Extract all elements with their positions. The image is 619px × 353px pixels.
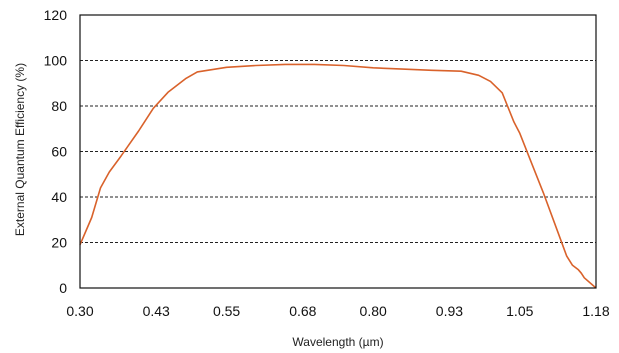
- x-tick-label: 0.68: [289, 303, 316, 319]
- y-axis-label: External Quantum Efficiency (%): [13, 63, 27, 236]
- series-layer: [79, 63, 597, 289]
- x-axis-label: Wavelength (µm): [292, 335, 383, 349]
- eqe-series-line: [79, 63, 597, 289]
- x-tick-label: 1.05: [506, 303, 533, 319]
- y-tick-label: 80: [51, 98, 67, 114]
- y-tick-labels: 0 20 40 60 80 100 120: [44, 7, 68, 296]
- y-tick-label: 40: [51, 189, 67, 205]
- x-tick-labels: 0.30 0.43 0.55 0.68 0.80 0.93 1.05 1.18: [66, 303, 609, 319]
- grid-lines: [80, 60, 596, 243]
- x-tick-label: 1.18: [582, 303, 609, 319]
- x-tick-label: 0.93: [436, 303, 463, 319]
- y-tick-label: 60: [51, 144, 67, 160]
- y-tick-label: 20: [51, 235, 67, 251]
- y-tick-label: 100: [44, 53, 68, 69]
- y-tick-label: 120: [44, 7, 68, 23]
- x-tick-label: 0.80: [360, 303, 387, 319]
- plot-frame: [79, 14, 597, 289]
- x-tick-label: 0.55: [213, 303, 240, 319]
- x-tick-label: 0.30: [66, 303, 93, 319]
- x-tick-label: 0.43: [143, 303, 170, 319]
- y-tick-label: 0: [59, 280, 67, 296]
